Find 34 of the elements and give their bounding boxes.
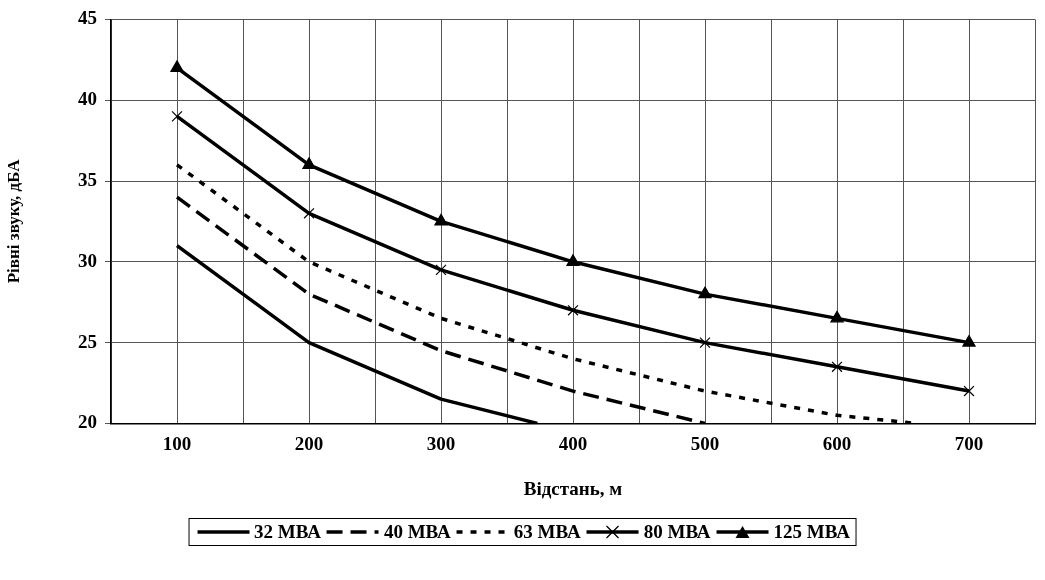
point: [303, 207, 315, 219]
legend-label: 32 МВА: [254, 521, 321, 543]
point: [699, 337, 711, 349]
x-tick-label: 700: [954, 432, 984, 454]
point: [170, 60, 184, 72]
y-tick-label: 45: [78, 7, 97, 29]
legend-label: 40 МВА: [383, 521, 451, 543]
point: [830, 310, 844, 323]
point: [171, 110, 183, 122]
x-tick-label: 300: [426, 432, 456, 454]
point: [434, 213, 448, 226]
x-tick-label: 600: [822, 432, 852, 454]
y-axis-title: Рівні звуку, дБА: [3, 158, 23, 284]
point: [567, 304, 579, 316]
x-tick-label: 400: [558, 432, 588, 454]
point: [963, 385, 975, 397]
point: [302, 157, 316, 169]
legend-label: 80 МВА: [643, 521, 711, 543]
x-tick-label: 200: [294, 432, 324, 454]
point: [566, 254, 580, 266]
x-tick-label: 500: [690, 432, 720, 454]
y-tick-label: 20: [78, 411, 97, 433]
y-tick-label: 30: [78, 249, 97, 271]
y-tick-label: 25: [78, 330, 97, 352]
point: [698, 286, 712, 299]
legend-label: 125 МВА: [773, 521, 850, 543]
x-axis-title: Відстань, м: [523, 477, 623, 499]
point: [435, 264, 447, 276]
y-tick-label: 40: [78, 88, 97, 110]
y-tick-label: 35: [78, 168, 97, 190]
point: [962, 335, 976, 347]
legend-label: 63 МВА: [513, 521, 581, 543]
point: [831, 361, 843, 373]
x-tick-label: 100: [162, 432, 192, 454]
